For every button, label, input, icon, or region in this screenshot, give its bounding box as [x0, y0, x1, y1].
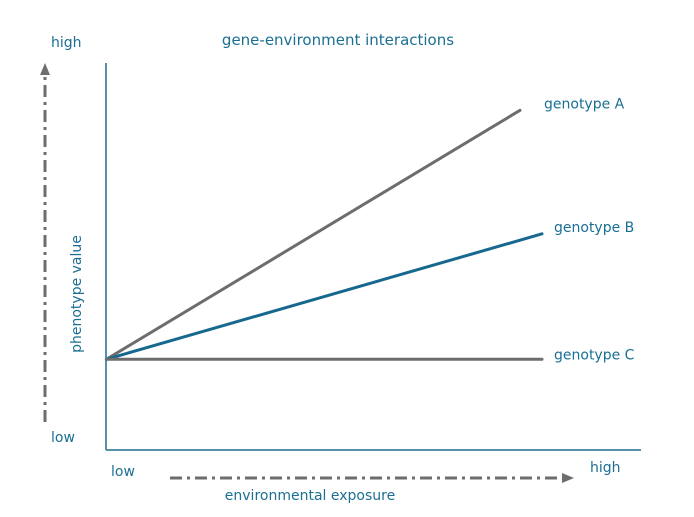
genotype-b-label: genotype B	[554, 220, 634, 236]
y-axis-title: phenotype value	[69, 235, 85, 353]
genotype-a-label: genotype A	[544, 96, 625, 112]
y-axis-low-label: low	[51, 430, 75, 446]
series-layer: genotype A genotype B genotype C	[104, 96, 635, 363]
chart-title: gene-environment interactions	[222, 31, 454, 49]
genotype-b-line	[104, 232, 544, 361]
y-axis-arrow	[40, 63, 50, 422]
x-axis-low-label: low	[111, 464, 135, 480]
x-axis-high-label: high	[590, 460, 621, 476]
genotype-c-label: genotype C	[554, 347, 635, 363]
x-axis-arrow	[170, 473, 574, 483]
y-axis-high-label: high	[51, 35, 82, 51]
x-axis-title: environmental exposure	[225, 488, 395, 504]
genotype-a-line	[104, 108, 522, 361]
